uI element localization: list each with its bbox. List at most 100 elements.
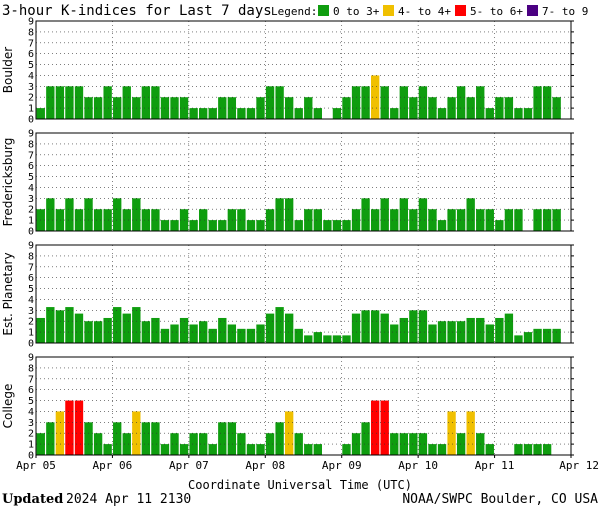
bar-2-23 [256, 324, 265, 343]
bar-1-5 [84, 198, 93, 231]
bar-2-48 [495, 317, 504, 343]
bar-2-3 [65, 307, 74, 343]
bar-3-4 [74, 400, 84, 455]
bar-3-14 [170, 433, 179, 455]
bar-2-10 [132, 307, 141, 343]
x-tick-label-1: Apr 06 [93, 459, 133, 472]
bar-0-44 [456, 86, 466, 119]
bar-2-14 [170, 324, 179, 343]
bar-0-19 [218, 97, 227, 119]
bar-0-1 [46, 86, 55, 119]
x-axis-title: Coordinate Universal Time (UTC) [188, 478, 412, 492]
bar-1-52 [533, 209, 542, 231]
bar-1-43 [447, 209, 456, 231]
panel-label-1: Fredericksburg [1, 138, 15, 227]
bar-1-35 [370, 209, 380, 231]
bar-0-12 [151, 86, 160, 119]
bar-2-50 [514, 335, 523, 343]
bar-1-37 [390, 209, 399, 231]
y-tick-label-3-3: 3 [28, 418, 34, 429]
bar-0-45 [466, 97, 475, 119]
panel-frame-3 [35, 356, 572, 456]
y-tick-label-2-7: 7 [28, 262, 34, 273]
bar-1-22 [246, 220, 256, 231]
bar-1-13 [160, 220, 170, 231]
bar-3-51 [523, 444, 533, 455]
chart-title: 3-hour K-indices for Last 7 days [2, 3, 272, 19]
bar-1-9 [122, 209, 131, 231]
bar-1-32 [342, 220, 351, 231]
x-tick-label-7: Apr 12 [559, 459, 599, 472]
y-tick-label-0-5: 5 [28, 60, 34, 71]
bar-3-26 [284, 411, 294, 455]
bar-0-46 [476, 86, 485, 119]
bar-0-51 [523, 108, 533, 119]
bar-0-42 [437, 108, 447, 119]
bar-2-15 [179, 317, 189, 343]
bar-0-31 [332, 108, 342, 119]
bar-3-47 [485, 444, 494, 455]
y-tick-label-0-2: 2 [28, 93, 34, 104]
bar-2-44 [456, 321, 466, 343]
y-tick-label-1-8: 8 [28, 139, 34, 150]
bar-2-12 [151, 317, 160, 343]
bar-3-5 [84, 422, 93, 455]
bar-1-19 [218, 220, 227, 231]
legend-swatch-2 [455, 5, 466, 16]
bar-3-50 [514, 444, 523, 455]
y-tick-label-3-6: 6 [28, 385, 34, 396]
bar-2-19 [218, 317, 227, 343]
bar-0-47 [485, 108, 494, 119]
bar-1-27 [294, 220, 303, 231]
panel-label-0: Boulder [1, 47, 15, 94]
bar-1-1 [46, 198, 55, 231]
bar-1-39 [409, 209, 418, 231]
bar-1-4 [74, 209, 84, 231]
bar-3-28 [304, 444, 313, 455]
bar-0-38 [399, 86, 408, 119]
legend-label: Legend: [271, 5, 317, 18]
y-tick-label-0-7: 7 [28, 38, 34, 49]
bar-3-6 [93, 433, 103, 455]
y-tick-label-3-5: 5 [28, 396, 34, 407]
bar-3-38 [399, 433, 408, 455]
legend-item-2: 5- to 6+ [470, 5, 523, 18]
bar-0-43 [447, 97, 456, 119]
y-tick-label-2-2: 2 [28, 317, 34, 328]
bar-2-45 [466, 317, 475, 343]
bar-3-36 [380, 400, 389, 455]
panel-frame-1 [35, 132, 572, 232]
bar-1-53 [542, 209, 552, 231]
panel-label-2: Est. Planetary [1, 252, 15, 335]
bar-3-52 [533, 444, 542, 455]
bar-1-40 [418, 198, 428, 231]
bar-3-43 [447, 411, 456, 455]
bar-2-1 [46, 307, 55, 343]
y-tick-label-0-8: 8 [28, 27, 34, 38]
panel-frame-0 [35, 20, 572, 120]
y-tick-label-3-0: 0 [28, 451, 34, 462]
y-tick-label-2-3: 3 [28, 306, 34, 317]
bar-3-18 [208, 444, 217, 455]
bar-2-31 [332, 335, 342, 343]
bar-2-27 [294, 328, 303, 343]
bar-0-53 [542, 86, 552, 119]
x-tick-label-3: Apr 08 [245, 459, 285, 472]
bar-1-10 [132, 198, 141, 231]
bar-1-20 [227, 209, 237, 231]
bar-1-45 [466, 198, 475, 231]
legend-swatch-1 [383, 5, 394, 16]
bar-1-44 [456, 209, 466, 231]
y-tick-label-2-5: 5 [28, 284, 34, 295]
bar-2-53 [542, 328, 552, 343]
y-tick-label-0-4: 4 [28, 71, 34, 82]
bar-1-16 [189, 220, 198, 231]
y-tick-label-1-6: 6 [28, 161, 34, 172]
bar-2-46 [476, 317, 485, 343]
bar-0-34 [361, 86, 370, 119]
bar-2-34 [361, 310, 370, 343]
bar-2-21 [237, 328, 246, 343]
bar-3-32 [342, 444, 351, 455]
x-tick-label-5: Apr 10 [398, 459, 438, 472]
